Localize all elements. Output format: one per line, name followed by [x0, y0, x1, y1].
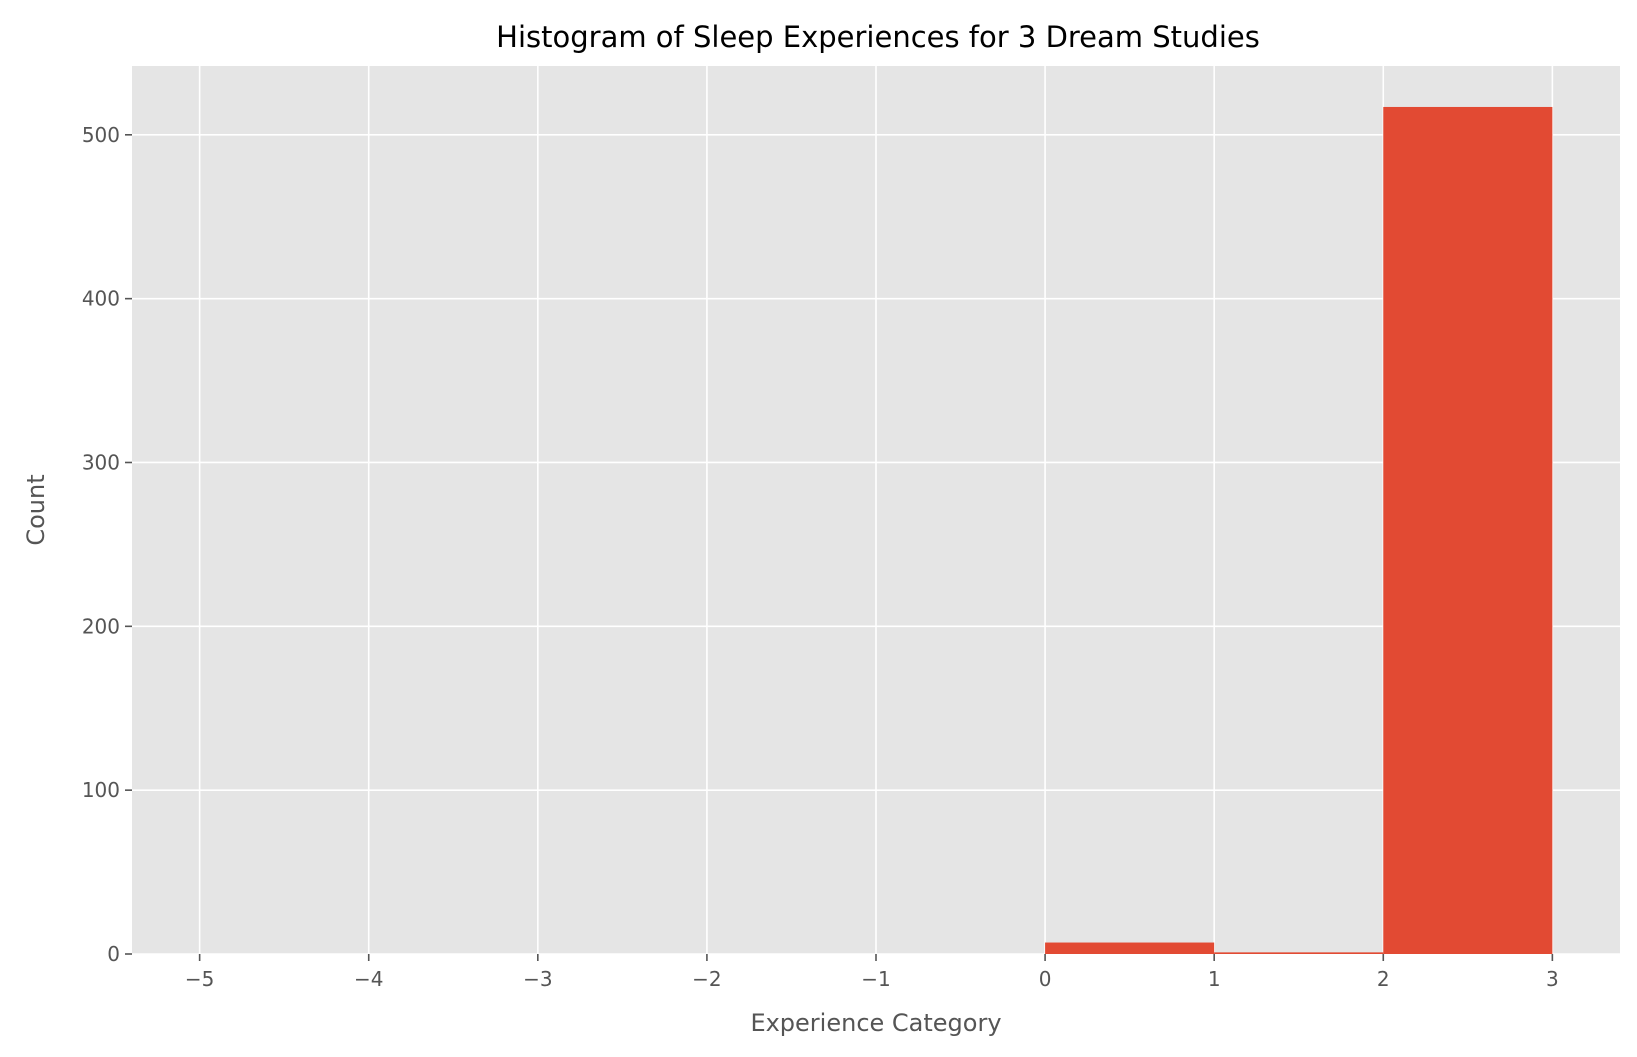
- y-axis-label: Count: [22, 474, 50, 545]
- y-tick-label: 300: [82, 450, 120, 474]
- x-tick-label: 0: [1039, 967, 1052, 991]
- x-tick-label: −2: [692, 967, 721, 991]
- y-tick-label: 100: [82, 778, 120, 802]
- x-tick-label: −4: [354, 967, 383, 991]
- histogram-bar: [1383, 106, 1553, 954]
- y-axis: 0 100 200 300 400 500: [82, 123, 132, 966]
- y-tick-label: 200: [82, 614, 120, 638]
- x-tick-label: 3: [1546, 967, 1559, 991]
- x-tick-label: 2: [1377, 967, 1390, 991]
- x-tick-label: −1: [861, 967, 890, 991]
- x-tick-label: −3: [523, 967, 552, 991]
- bars: [1045, 106, 1553, 954]
- x-axis-label: Experience Category: [750, 1009, 1001, 1037]
- histogram-bar: [1045, 942, 1215, 954]
- y-tick-label: 400: [82, 287, 120, 311]
- y-tick-label: 500: [82, 123, 120, 147]
- x-tick-label: −5: [185, 967, 214, 991]
- x-tick-label: 1: [1208, 967, 1221, 991]
- chart-title: Histogram of Sleep Experiences for 3 Dre…: [496, 20, 1260, 54]
- y-tick-label: 0: [107, 942, 120, 966]
- x-axis: −5 −4 −3 −2 −1 0 1 2 3: [185, 954, 1559, 991]
- histogram-bar: [1214, 952, 1384, 954]
